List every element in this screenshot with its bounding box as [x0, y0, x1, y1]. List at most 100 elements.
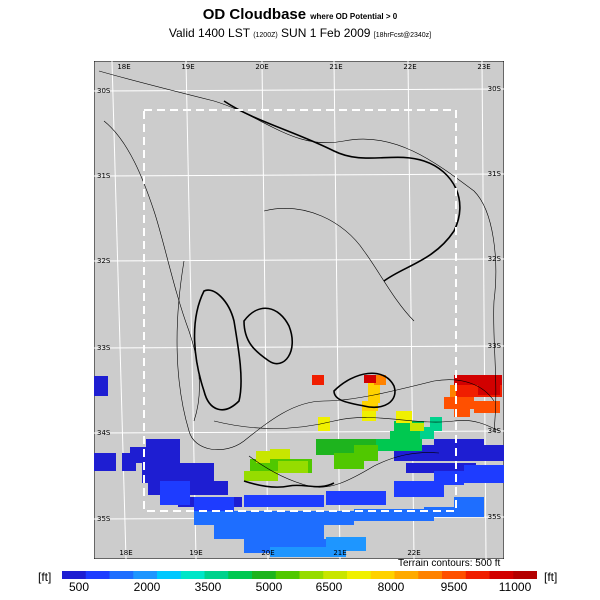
cloudbase-cell: [256, 451, 270, 463]
cloudbase-cell: [362, 401, 378, 411]
colorbar-tick-label: 6500: [315, 580, 343, 594]
cloudbase-cell: [312, 375, 324, 385]
graticule-label: 19E: [189, 549, 202, 557]
cloudbase-cell: [270, 547, 346, 557]
cloudbase-cell: [362, 411, 376, 421]
graticule-label: 21E: [333, 549, 346, 557]
meridian-line: [111, 61, 127, 559]
cloudbase-cell: [150, 449, 180, 465]
colorbar-tick-label: 5000: [255, 580, 283, 594]
cloudbase-cell: [410, 423, 424, 431]
colorbar-segment: [418, 571, 443, 579]
cloudbase-cell: [396, 411, 412, 423]
colorbar-segment: [513, 571, 537, 579]
colorbar-segment: [465, 571, 491, 579]
colorbar-segment: [442, 571, 467, 579]
map-title: OD Cloudbase: [202, 6, 307, 23]
cloudbase-cell: [474, 401, 500, 413]
cloudbase-cell: [130, 447, 150, 463]
graticule-label: 34S: [488, 427, 502, 435]
cloudbase-cell: [326, 537, 366, 551]
cloudbase-cell: [194, 497, 234, 513]
graticule-label: 22E: [403, 63, 416, 71]
graticule-label: 35S: [97, 515, 111, 523]
colorbar-tick-label: 3500: [194, 580, 222, 594]
colorbar-segment: [228, 571, 253, 579]
terrain-contour: [193, 289, 242, 411]
cloudbase-cell: [354, 445, 378, 461]
colorbar: [62, 571, 537, 579]
terrain-contour: [223, 100, 461, 282]
cloudbase-cell: [244, 471, 278, 481]
cloudbase-cell: [214, 525, 324, 539]
map-qualifier: where OD Potential > 0: [310, 12, 398, 21]
colorbar-unit-right: [ft]: [544, 570, 558, 584]
graticule-label: 32S: [97, 257, 111, 265]
domain-boundary: [143, 109, 457, 512]
graticule-label: 34S: [97, 429, 111, 437]
terrain-contour: [243, 307, 294, 365]
cloudbase-cell: [160, 481, 190, 505]
cloudbase-cell: [318, 417, 330, 431]
graticule-label: 20E: [261, 549, 274, 557]
cloudbase-cell: [406, 463, 476, 473]
graticule-label: 19E: [181, 63, 194, 71]
colorbar-segment: [489, 571, 514, 579]
colorbar-segment: [133, 571, 158, 579]
cloudbase-cell: [364, 375, 376, 383]
terrain-contour: [248, 452, 440, 488]
cloudbase-cell: [394, 481, 444, 497]
terrain-contour: [333, 372, 396, 408]
colorbar-segment: [157, 571, 182, 579]
cloudbase-cell: [434, 471, 464, 485]
graticule-labels: 18E 19E 20E 21E 22E 23E 18E 19E 20E 21E 22E 30S 31S 3…: [97, 63, 502, 557]
cloudbase-cell: [142, 463, 214, 483]
graticule-label: 23E: [477, 63, 490, 71]
colorbar-segment: [180, 571, 206, 579]
colorbar-segment: [370, 571, 396, 579]
cloudbase-cell: [454, 497, 484, 511]
colorbar-segment: [204, 571, 229, 579]
terrain-contour: [176, 260, 495, 450]
parallel-line: [94, 173, 504, 177]
colorbar-unit-left: [ft]: [38, 570, 52, 584]
parallel-line: [94, 258, 504, 262]
graticule: [94, 61, 504, 559]
colorbar-tick-label: 2000: [133, 580, 161, 594]
valid-date: SUN 1 Feb 2009: [281, 26, 371, 40]
cloudbase-cell: [430, 417, 442, 431]
cloudbase-cell: [464, 465, 504, 483]
colorbar-segment: [299, 571, 324, 579]
terrain-contour-note: Terrain contours: 500 ft: [398, 558, 501, 569]
colorbar-labels: 500 2000 3500 5000 6500 8000 9500 11000: [0, 580, 600, 596]
cloudbase-cell: [270, 449, 290, 459]
graticule-label: 35S: [488, 513, 502, 521]
meridian-line: [407, 61, 415, 559]
colorbar-tick-label: 11000: [498, 580, 532, 594]
graticule-label: 32S: [488, 255, 502, 263]
graticule-label: 22E: [407, 549, 420, 557]
colorbar-segment: [109, 571, 134, 579]
cloudbase-cells: [94, 375, 504, 557]
cloudbase-cell: [434, 439, 484, 449]
title-line-1: OD Cloudbase where OD Potential > 0: [0, 6, 600, 26]
cloudbase-cell: [374, 375, 386, 385]
terrain-contour: [263, 208, 415, 322]
cloudbase-cell: [454, 375, 502, 385]
cloudbase-cell: [278, 461, 308, 473]
valid-time: Valid 1400 LST: [168, 26, 250, 40]
forecast-info: [18hrFcst@2340z]: [373, 32, 432, 39]
cloudbase-cell: [244, 495, 324, 507]
parallel-line: [94, 345, 504, 349]
valid-utc: (1200Z): [253, 32, 278, 39]
graticule-label: 33S: [97, 344, 111, 352]
graticule-label: 31S: [97, 172, 111, 180]
colorbar-tick-label: 9500: [440, 580, 468, 594]
colorbar-segment: [275, 571, 301, 579]
parallel-line: [94, 430, 504, 434]
graticule-label: 20E: [255, 63, 268, 71]
colorbar-segment: [85, 571, 111, 579]
graticule-label: 21E: [329, 63, 342, 71]
cloudbase-cell: [444, 397, 474, 409]
graticule-label: 33S: [488, 342, 502, 350]
